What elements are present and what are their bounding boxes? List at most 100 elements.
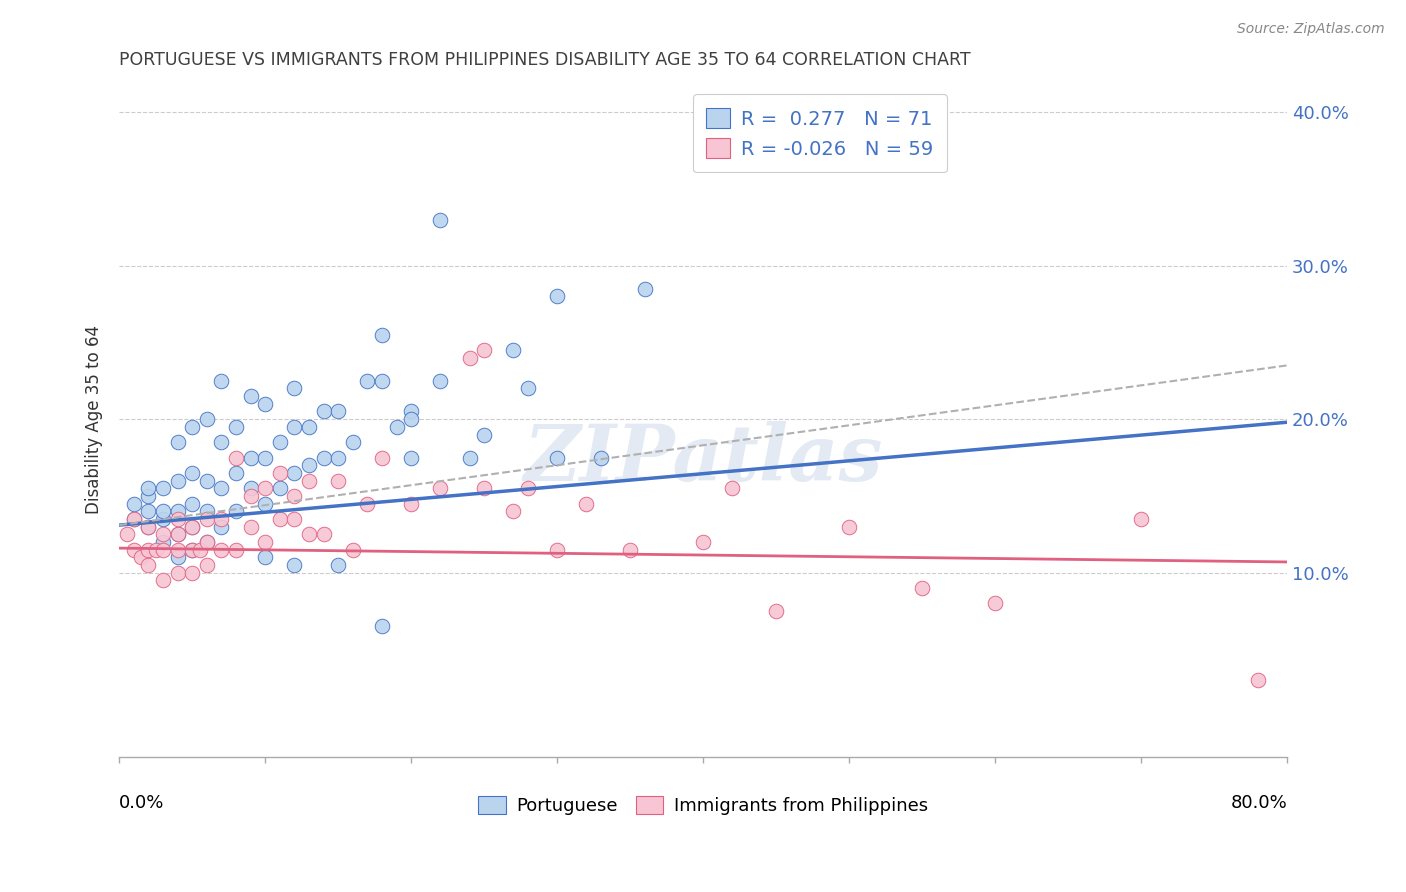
Point [122,542,145,557]
Point [195,412,218,426]
Y-axis label: Disability Age 35 to 64: Disability Age 35 to 64 [86,325,103,514]
Point [589,450,612,465]
Point [984,596,1007,610]
Point [328,474,350,488]
Point [429,481,451,495]
Point [211,374,233,388]
Point [195,535,218,549]
Text: ZIPatlas: ZIPatlas [523,421,883,498]
Point [399,412,422,426]
Point [181,420,204,434]
Point [181,466,204,480]
Point [399,497,422,511]
Point [312,527,335,541]
Point [328,450,350,465]
Point [145,542,167,557]
Point [458,351,481,365]
Point [152,504,174,518]
Point [298,474,321,488]
Point [371,374,394,388]
Point [371,450,394,465]
Point [721,481,744,495]
Point [328,404,350,418]
Point [517,481,540,495]
Point [239,489,262,503]
Point [429,212,451,227]
Point [181,519,204,533]
Point [765,604,787,618]
Point [138,481,160,495]
Point [911,581,934,595]
Point [502,504,524,518]
Point [619,542,641,557]
Point [283,512,305,526]
Point [371,327,394,342]
Point [166,550,188,565]
Point [502,343,524,357]
Point [225,466,247,480]
Point [195,504,218,518]
Point [181,497,204,511]
Point [254,481,277,495]
Point [458,450,481,465]
Point [399,404,422,418]
Point [138,519,160,533]
Point [152,527,174,541]
Point [239,450,262,465]
Point [1247,673,1270,688]
Point [298,458,321,473]
Point [225,542,247,557]
Point [166,435,188,450]
Point [283,466,305,480]
Point [211,512,233,526]
Point [181,566,204,580]
Point [195,558,218,572]
Point [312,450,335,465]
Point [546,450,568,465]
Point [385,420,408,434]
Point [356,497,378,511]
Point [115,527,138,541]
Point [152,574,174,588]
Point [399,450,422,465]
Point [138,542,160,557]
Text: Source: ZipAtlas.com: Source: ZipAtlas.com [1237,22,1385,37]
Point [692,535,714,549]
Point [152,512,174,526]
Point [472,481,495,495]
Point [166,542,188,557]
Point [152,481,174,495]
Point [1130,512,1153,526]
Point [371,619,394,633]
Point [328,558,350,572]
Point [283,558,305,572]
Point [122,512,145,526]
Point [356,374,378,388]
Point [312,404,335,418]
Point [195,512,218,526]
Point [429,374,451,388]
Point [122,497,145,511]
Point [225,450,247,465]
Point [546,289,568,303]
Point [225,504,247,518]
Point [269,512,291,526]
Point [298,527,321,541]
Point [239,519,262,533]
Text: PORTUGUESE VS IMMIGRANTS FROM PHILIPPINES DISABILITY AGE 35 TO 64 CORRELATION CH: PORTUGUESE VS IMMIGRANTS FROM PHILIPPINE… [120,51,972,69]
Point [239,481,262,495]
Point [254,550,277,565]
Point [138,489,160,503]
Point [342,435,364,450]
Text: 0.0%: 0.0% [120,794,165,812]
Point [472,427,495,442]
Point [692,136,714,150]
Point [129,550,152,565]
Point [254,497,277,511]
Point [166,566,188,580]
Point [575,497,598,511]
Point [138,558,160,572]
Point [342,542,364,557]
Point [298,420,321,434]
Point [181,542,204,557]
